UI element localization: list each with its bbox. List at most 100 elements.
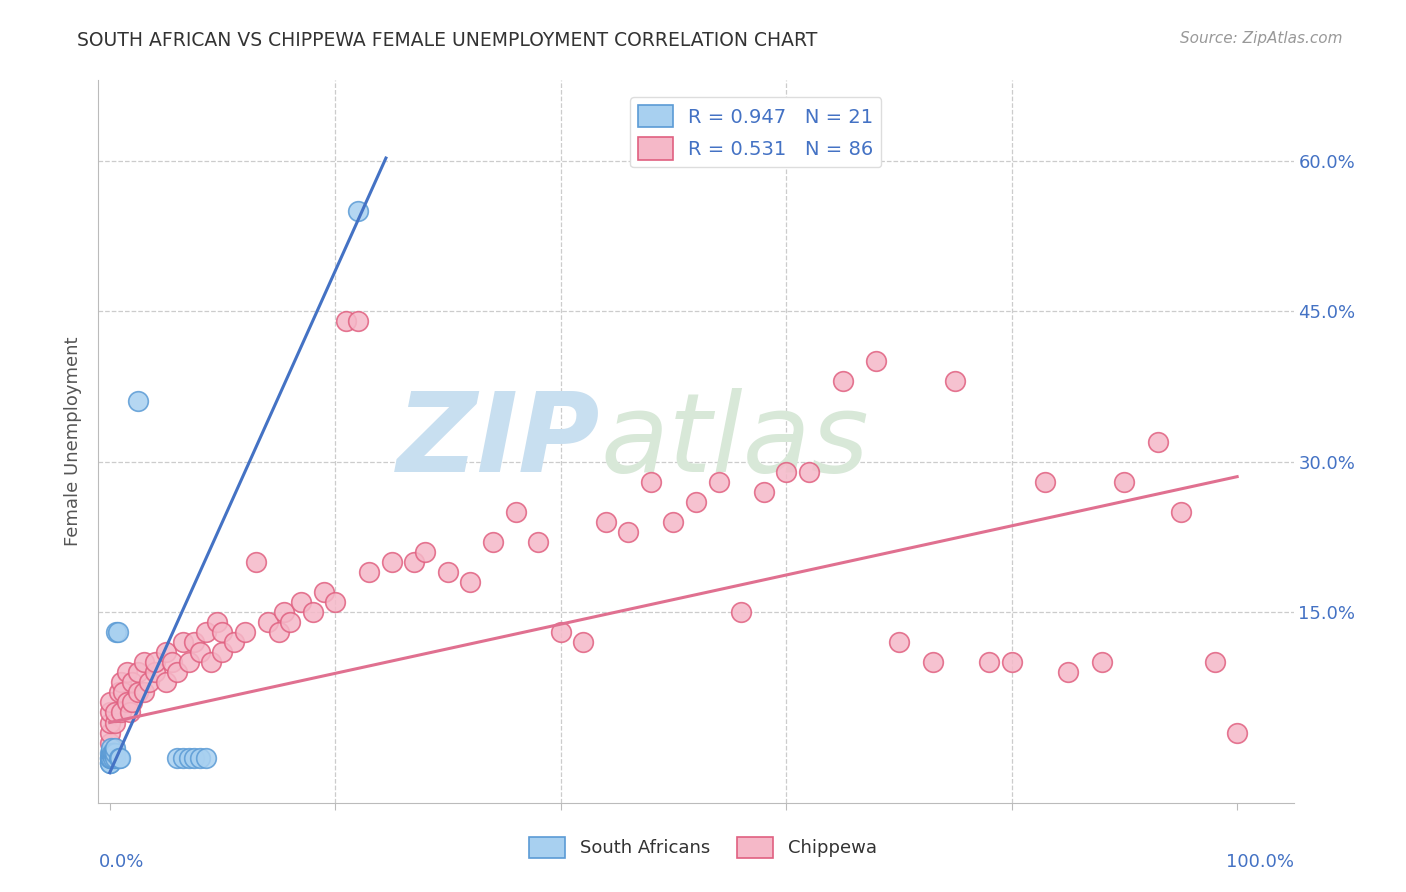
Point (132, 685, 155, 699)
Point (100, 746, 122, 760)
Point (346, 203, 368, 218)
Point (415, 545, 437, 559)
Point (100, 746, 122, 760)
Point (200, 655, 222, 669)
Point (103, 746, 125, 760)
Point (127, 394, 149, 409)
Point (101, 746, 124, 760)
Point (595, 515, 617, 529)
Text: atlas: atlas (600, 388, 869, 495)
Point (245, 555, 267, 569)
Point (437, 565, 460, 579)
Point (155, 645, 177, 659)
Point (110, 706, 132, 720)
Point (323, 595, 346, 609)
Point (617, 524, 640, 539)
Point (205, 615, 228, 630)
Point (1035, 475, 1057, 489)
Point (233, 625, 256, 640)
Point (188, 750, 211, 764)
Point (98, 746, 121, 760)
Point (100, 750, 122, 764)
Point (115, 696, 138, 710)
Point (107, 750, 129, 764)
Point (312, 585, 335, 599)
Point (166, 665, 188, 680)
Point (107, 685, 129, 699)
Text: 100.0%: 100.0% (1226, 854, 1294, 871)
Point (101, 746, 124, 760)
Point (160, 655, 183, 669)
Point (104, 715, 127, 730)
Point (1204, 655, 1226, 669)
Point (685, 494, 707, 508)
Point (98, 696, 121, 710)
Point (98, 756, 121, 770)
Point (194, 625, 217, 640)
Point (267, 625, 290, 640)
Point (121, 675, 143, 690)
Point (177, 750, 200, 764)
Point (138, 675, 160, 690)
Point (211, 625, 233, 640)
Point (115, 665, 138, 680)
Point (110, 675, 132, 690)
Y-axis label: Female Unemployment: Female Unemployment (63, 337, 82, 546)
Point (194, 750, 217, 764)
Legend: R = 0.947   N = 21, R = 0.531   N = 86: R = 0.947 N = 21, R = 0.531 N = 86 (630, 97, 882, 168)
Point (98, 725, 121, 739)
Point (98, 756, 121, 770)
Point (460, 575, 482, 590)
Point (98, 750, 121, 764)
Point (118, 706, 141, 720)
Point (121, 696, 143, 710)
Point (550, 625, 572, 640)
Point (482, 535, 505, 549)
Point (101, 750, 124, 764)
Point (278, 615, 301, 630)
Point (887, 635, 910, 649)
Point (211, 645, 233, 659)
Point (943, 375, 966, 389)
Point (290, 595, 312, 609)
Point (104, 750, 127, 764)
Point (222, 635, 245, 649)
Point (105, 625, 128, 640)
Point (572, 635, 595, 649)
Point (183, 750, 205, 764)
Point (921, 655, 943, 669)
Point (1114, 475, 1136, 489)
Point (100, 740, 122, 755)
Point (865, 354, 887, 368)
Point (797, 465, 820, 479)
Point (527, 535, 550, 549)
Point (98, 706, 121, 720)
Point (132, 655, 155, 669)
Legend: South Africans, Chippewa: South Africans, Chippewa (522, 830, 884, 865)
Point (107, 625, 129, 640)
Point (127, 685, 149, 699)
Point (775, 465, 797, 479)
Point (183, 635, 205, 649)
Point (127, 665, 149, 680)
Point (172, 635, 194, 649)
Point (346, 314, 368, 328)
Point (404, 555, 426, 569)
Point (1226, 725, 1249, 739)
Point (301, 605, 323, 619)
Text: 0.0%: 0.0% (98, 854, 143, 871)
Point (505, 505, 527, 519)
Point (752, 484, 775, 499)
Point (104, 746, 127, 760)
Point (155, 675, 177, 690)
Point (188, 645, 211, 659)
Point (104, 706, 127, 720)
Point (1147, 434, 1170, 449)
Point (104, 740, 127, 755)
Point (977, 655, 1000, 669)
Point (1170, 505, 1192, 519)
Point (357, 565, 380, 579)
Text: ZIP: ZIP (396, 388, 600, 495)
Point (730, 605, 752, 619)
Point (707, 475, 730, 489)
